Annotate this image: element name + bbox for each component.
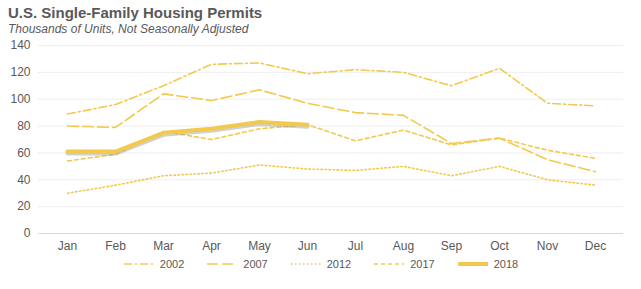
svg-text:120: 120 (10, 65, 30, 79)
svg-text:Jul: Jul (348, 239, 363, 253)
svg-text:Nov: Nov (537, 239, 558, 253)
svg-text:60: 60 (17, 146, 31, 160)
svg-text:80: 80 (17, 119, 31, 133)
svg-text:Sep: Sep (441, 239, 463, 253)
html-text:2002: 2002 (159, 258, 185, 270)
svg-text:May: May (248, 239, 271, 253)
svg-text:Jun: Jun (298, 239, 317, 253)
svg-text:Mar: Mar (153, 239, 174, 253)
svg-text:Aug: Aug (393, 239, 414, 253)
html-text:2017: 2017 (410, 258, 435, 270)
svg-text:20: 20 (17, 199, 31, 213)
svg-text:0: 0 (24, 226, 31, 240)
svg-text:Dec: Dec (585, 239, 606, 253)
svg-text:Jan: Jan (58, 239, 77, 253)
svg-text:Oct: Oct (490, 239, 509, 253)
html-text:2007: 2007 (243, 258, 268, 270)
svg-text:100: 100 (10, 92, 30, 106)
html-text:2012: 2012 (326, 258, 352, 270)
html-text:Thousands of Units, Not Season: Thousands of Units, Not Seasonally Adjus… (8, 22, 249, 36)
html-text:U.S. Single-Family Housing Per: U.S. Single-Family Housing Permits (8, 4, 263, 21)
html-text:2018: 2018 (493, 258, 519, 270)
svg-text:40: 40 (17, 173, 31, 187)
svg-text:Feb: Feb (105, 239, 126, 253)
svg-text:140: 140 (10, 38, 30, 52)
svg-text:Apr: Apr (202, 239, 221, 253)
